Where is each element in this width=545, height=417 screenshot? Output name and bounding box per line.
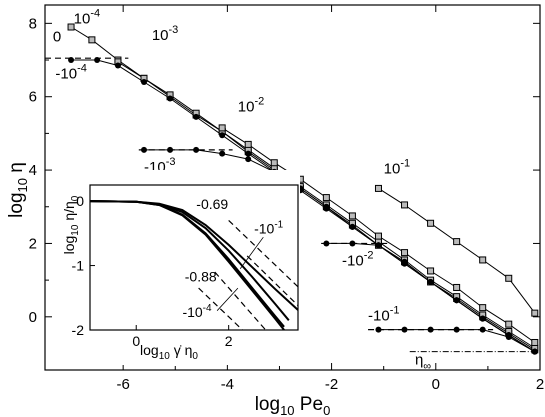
data-point-circle: [245, 156, 252, 163]
data-point-circle: [141, 79, 147, 86]
data-point-square: [505, 320, 513, 328]
inset-annotation: -10-1: [254, 219, 284, 236]
x-axis-label: log10 Pe0: [255, 394, 331, 417]
data-point-circle: [219, 132, 226, 139]
x-tick-label: -2: [325, 376, 338, 393]
data-point-square: [270, 159, 278, 167]
series-annotation: 10-4: [74, 7, 100, 27]
series-annotation: 10-1: [384, 158, 410, 178]
inset-plot-area: [90, 200, 298, 330]
series-annotation: 10-2: [238, 95, 264, 115]
inset-slope-dashed: [198, 287, 243, 330]
data-point-circle: [427, 278, 434, 285]
y-tick-label: 6: [29, 89, 37, 106]
inset-y-tick-label: 0: [76, 193, 84, 209]
x-tick-label: 0: [432, 376, 440, 393]
data-point-square: [67, 23, 75, 31]
inset-x-tick-label: 0: [132, 333, 140, 349]
data-point-circle: [531, 348, 538, 355]
data-point-circle: [167, 95, 174, 102]
data-point-circle: [68, 57, 75, 64]
data-point-square: [374, 232, 382, 240]
data-point-square: [374, 184, 382, 192]
data-point-circle: [94, 57, 101, 64]
inset-frame: [89, 184, 299, 331]
y-tick-label: 8: [29, 15, 37, 32]
y-tick-label: 0: [29, 309, 37, 326]
inset-annotation: -0.88: [185, 269, 217, 285]
data-point-square: [348, 212, 356, 220]
data-point-circle: [141, 146, 147, 153]
series-annotation: 0: [53, 29, 61, 46]
data-point-square: [322, 194, 330, 202]
data-point-circle: [401, 326, 408, 333]
series-annotation: η∞: [415, 351, 431, 372]
data-point-circle: [453, 297, 460, 304]
inset-pointer-line: [239, 236, 264, 270]
data-point-circle: [193, 113, 200, 120]
series-annotation: -10-4: [55, 62, 86, 82]
data-point-square: [531, 338, 539, 346]
inset-slope-dashed: [246, 255, 298, 306]
data-point-circle: [323, 203, 330, 210]
inset-annotation: -10-4: [182, 303, 212, 320]
data-point-circle: [167, 146, 174, 153]
series-annotation: 10-3: [152, 24, 178, 44]
data-point-circle: [479, 326, 486, 333]
inset-curve: [90, 200, 285, 330]
inset-y-tick-label: -1: [72, 258, 85, 274]
y-axis-label: log10 η: [6, 162, 30, 218]
data-point-circle: [375, 242, 382, 249]
inset-slope-dashed: [228, 220, 298, 288]
inset-y-tick-label: -2: [72, 322, 85, 338]
data-point-square: [244, 140, 252, 148]
data-point-circle: [193, 146, 200, 153]
data-point-square: [427, 267, 435, 275]
inset-annotation: -0.69: [196, 196, 228, 212]
data-point-square: [479, 256, 487, 264]
inset-slope-dashed: [214, 271, 267, 330]
data-point-circle: [114, 62, 121, 69]
y-tick-label: 2: [29, 235, 37, 252]
data-point-square: [531, 309, 539, 317]
data-point-square: [505, 274, 513, 282]
data-point-circle: [427, 326, 434, 333]
data-point-square: [218, 124, 226, 132]
data-point-circle: [453, 326, 460, 333]
inset-x-axis-label: log10 γ̇ η0: [140, 342, 198, 362]
series-annotation: -10-1: [368, 304, 399, 324]
x-tick-label: -4: [221, 376, 234, 393]
data-point-square: [427, 219, 435, 227]
data-point-square: [401, 201, 409, 209]
x-tick-label: 2: [536, 376, 544, 393]
data-point-square: [88, 36, 96, 44]
series-annotation: -10-2: [342, 249, 373, 269]
inset-x-tick-label: 2: [225, 333, 233, 349]
data-point-circle: [323, 240, 330, 247]
y-tick-label: 4: [29, 162, 37, 179]
data-point-circle: [401, 258, 408, 265]
data-point-circle: [375, 326, 382, 333]
data-point-circle: [479, 315, 486, 322]
data-point-circle: [245, 150, 252, 157]
data-point-circle: [219, 150, 226, 157]
data-point-square: [453, 238, 461, 246]
inset-pointer-line: [216, 287, 239, 311]
inset-y-axis-label: log10 η/η0: [61, 195, 81, 254]
data-point-square: [453, 283, 461, 291]
data-point-square: [479, 304, 487, 312]
data-point-circle: [349, 223, 356, 230]
x-tick-label: -6: [116, 376, 129, 393]
data-point-square: [401, 249, 409, 257]
plot-frame: [44, 4, 541, 371]
data-point-circle: [505, 333, 512, 340]
data-point-circle: [349, 240, 356, 247]
